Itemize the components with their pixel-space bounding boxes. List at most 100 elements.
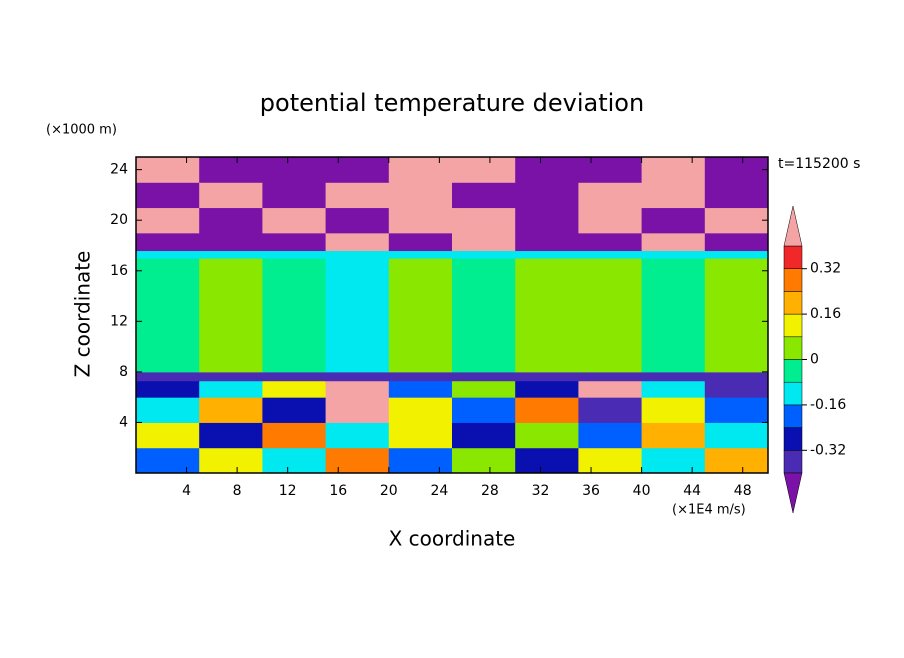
field-cell <box>578 207 643 234</box>
y-tick-label: 20 <box>110 212 128 228</box>
chart-title: potential temperature deviation <box>260 89 644 117</box>
field-cell <box>452 232 516 252</box>
x-tick-label: 44 <box>683 483 701 499</box>
field-cell <box>452 250 516 259</box>
field-cell <box>515 258 579 373</box>
field-cell <box>325 207 390 234</box>
field-cell <box>262 182 327 209</box>
colorbar-tick-label: -0.32 <box>810 442 846 458</box>
field-cell <box>325 371 390 382</box>
field-cell <box>388 447 453 474</box>
field-cell <box>578 447 643 474</box>
x-unit: (×1E4 m/s) <box>672 503 746 518</box>
field-cell <box>515 250 579 259</box>
field-cell <box>136 250 200 259</box>
field-cell <box>452 380 516 398</box>
field-cell <box>262 258 327 373</box>
field-cell <box>515 371 579 382</box>
field-cell <box>199 447 263 474</box>
x-tick-label: 36 <box>582 483 600 499</box>
colorbar-segment <box>783 359 803 383</box>
field-cell <box>136 207 200 234</box>
field-cell <box>641 397 706 423</box>
field-cell <box>199 207 263 234</box>
x-tick-label: 48 <box>734 483 752 499</box>
field-cell <box>704 207 769 234</box>
field-cell <box>199 422 263 449</box>
field-cell <box>388 250 453 259</box>
field-cell <box>388 157 453 183</box>
field-cell <box>388 232 453 252</box>
field-cell <box>136 447 200 474</box>
field-cell <box>136 397 200 423</box>
field-cell <box>641 182 706 209</box>
x-axis-label: X coordinate <box>389 527 516 551</box>
field-cell <box>199 182 263 209</box>
field-cell <box>704 182 769 209</box>
x-tick-label: 8 <box>233 483 242 499</box>
field-cell <box>388 207 453 234</box>
colorbar-segment <box>783 404 803 428</box>
field-cell <box>136 371 200 382</box>
y-unit: (×1000 m) <box>46 123 117 138</box>
field-cell <box>388 380 453 398</box>
field-cell <box>262 447 327 474</box>
field-cell <box>704 232 769 252</box>
x-tick-label: 28 <box>481 483 499 499</box>
colorbar-segment <box>783 291 803 315</box>
field-cell <box>262 250 327 259</box>
y-tick-label: 12 <box>110 313 128 329</box>
colorbar-extend-high <box>783 205 803 247</box>
field-cell <box>136 380 200 398</box>
field-cell <box>704 380 769 398</box>
field-cell <box>325 447 390 474</box>
field-cell <box>388 422 453 449</box>
field-cell <box>704 397 769 423</box>
field-cell <box>578 250 643 259</box>
field-cell <box>452 207 516 234</box>
field-cell <box>262 157 327 183</box>
field-cell <box>325 422 390 449</box>
field-cell <box>515 380 579 398</box>
field-cell <box>136 232 200 252</box>
field-cell <box>578 258 643 373</box>
field-cell <box>704 250 769 259</box>
x-tick-label: 32 <box>532 483 550 499</box>
plot-frame <box>135 156 769 474</box>
field-cell <box>515 157 579 183</box>
field-cell <box>641 258 706 373</box>
x-tick-label: 20 <box>380 483 398 499</box>
y-tick-label: 16 <box>110 263 128 279</box>
field-cell <box>515 207 579 234</box>
field-cell <box>641 207 706 234</box>
field-cell <box>199 397 263 423</box>
field-cell <box>515 397 579 423</box>
colorbar-segment <box>783 313 803 338</box>
field-cell <box>136 182 200 209</box>
field-cell <box>452 157 516 183</box>
field-cell <box>262 397 327 423</box>
field-cell <box>515 182 579 209</box>
colorbar-segment <box>783 336 803 360</box>
colorbar-tick-label: 0 <box>810 352 819 368</box>
field-cell <box>136 258 200 373</box>
field-cell <box>262 371 327 382</box>
colorbar-segment <box>783 450 803 474</box>
field-cell <box>704 157 769 183</box>
field-cell <box>515 232 579 252</box>
field-cell <box>262 380 327 398</box>
field-cell <box>262 207 327 234</box>
y-tick-label: 8 <box>119 364 128 380</box>
field-cell <box>578 371 643 382</box>
field-cell <box>325 157 390 183</box>
field-cell <box>388 397 453 423</box>
field-cell <box>325 380 390 398</box>
field-cell <box>578 422 643 449</box>
field-cell <box>262 422 327 449</box>
field-cell <box>325 250 390 259</box>
field-cell <box>325 258 390 373</box>
field-cell <box>641 157 706 183</box>
x-tick-label: 12 <box>279 483 297 499</box>
y-tick-label: 4 <box>119 414 128 430</box>
